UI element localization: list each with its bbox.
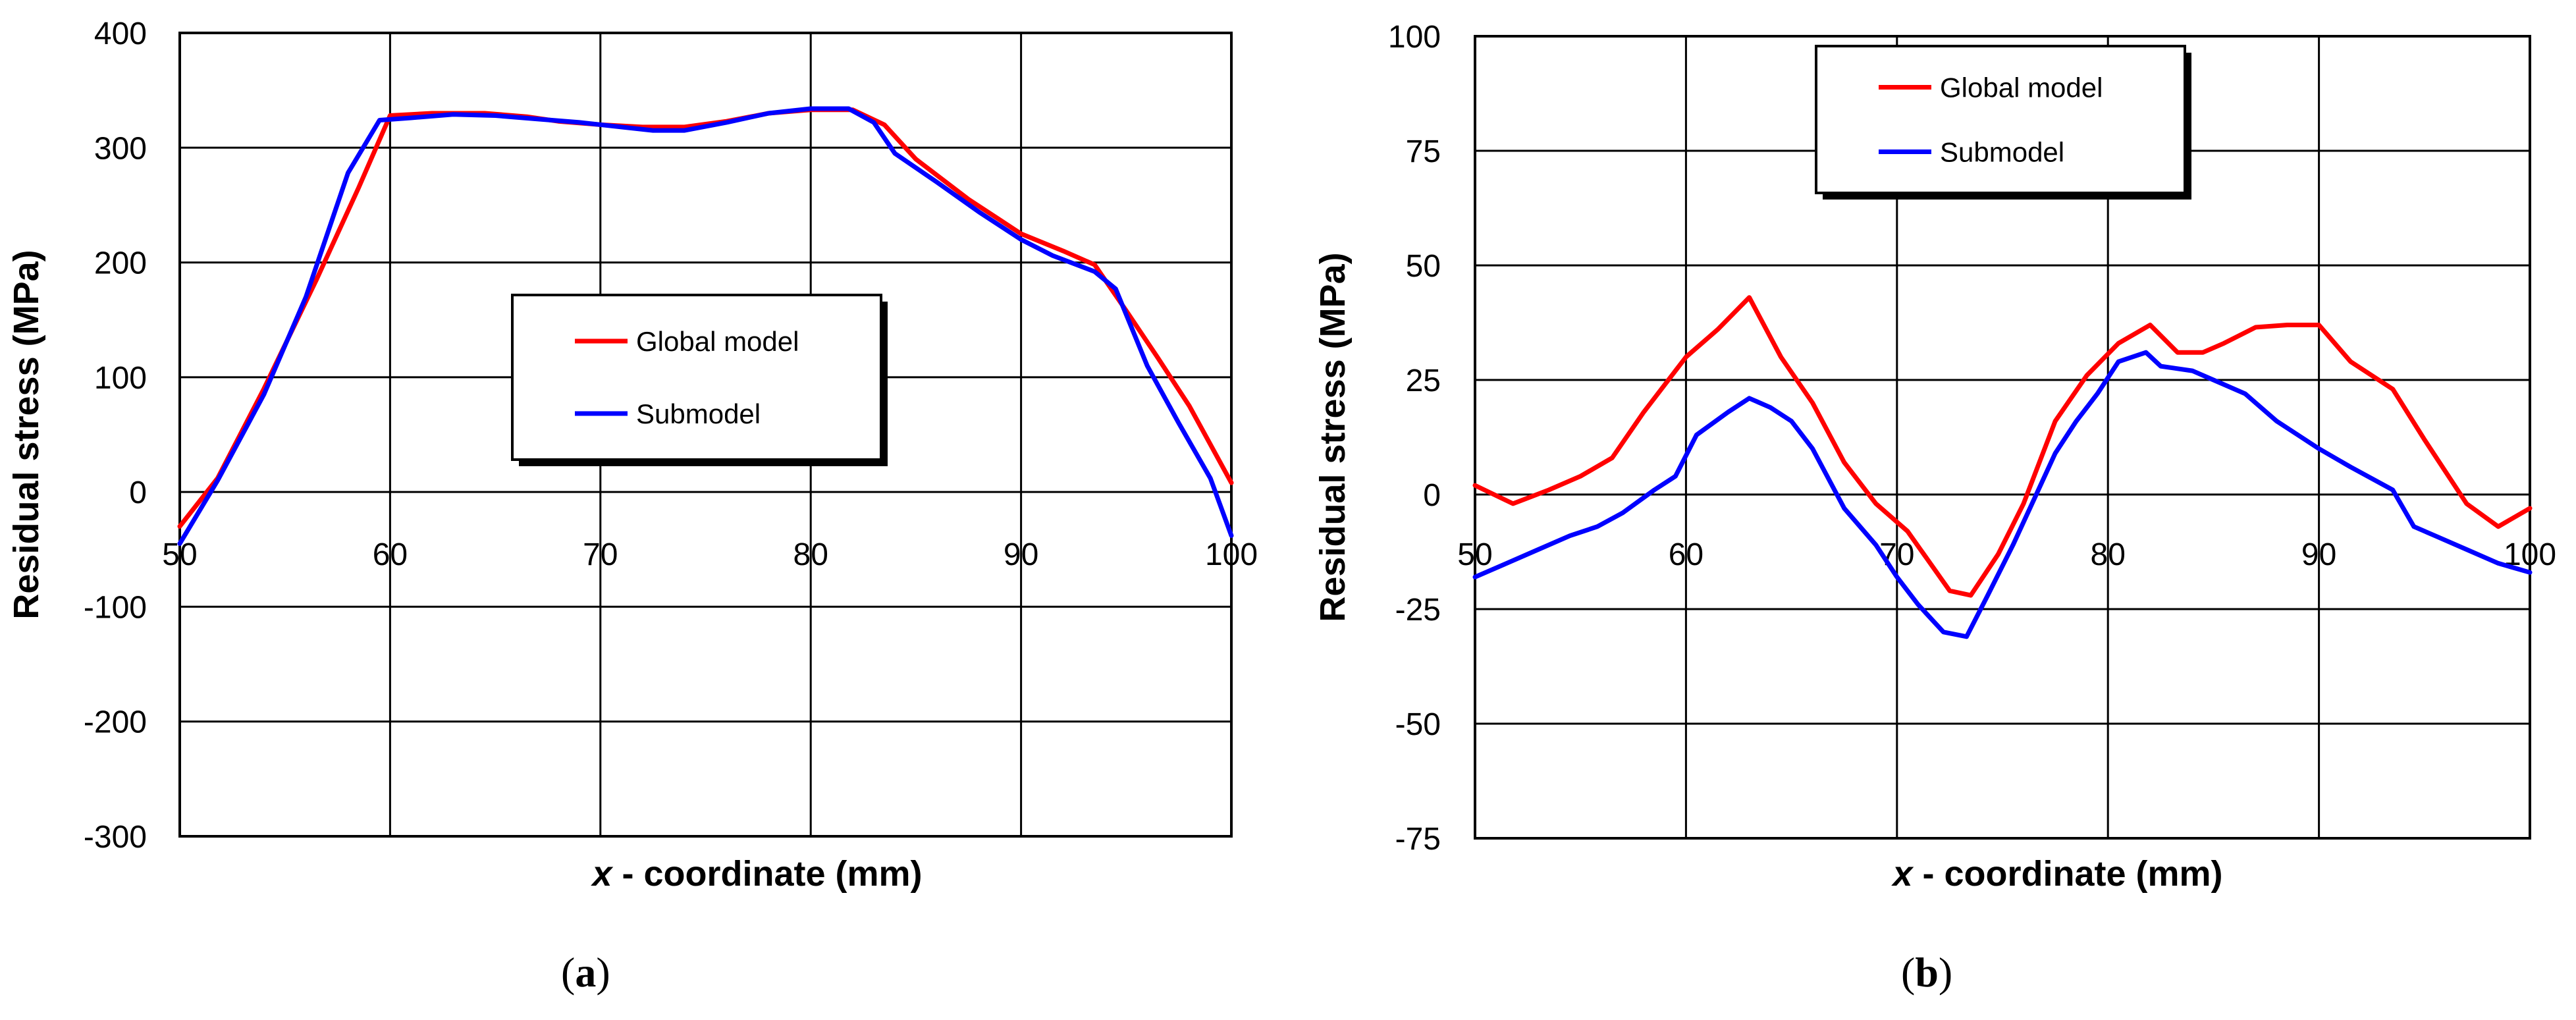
panel-b-caption-letter: b: [1915, 949, 1939, 996]
panel-a-y-tick-label: 0: [129, 475, 147, 510]
panel-a-x-tick-label: 90: [1004, 537, 1038, 572]
panel-b-x-tick-label: 70: [1879, 537, 1914, 572]
panel-b-y-tick-label: -50: [1395, 707, 1441, 742]
panel-b-y-tick-label: 75: [1406, 134, 1441, 169]
panel-a-y-tick-label: 200: [94, 246, 147, 281]
panel-a-x-tick-label: 80: [793, 537, 828, 572]
panel-b-plot-frame: [1474, 35, 2531, 840]
panel-a-y-axis-label: Residual stress (MPa): [7, 250, 46, 619]
panel-a-x-axis-label-var: x: [590, 854, 613, 894]
panel-a-series-submodel-line: [177, 106, 1234, 547]
panel-b-legend-label: Submodel: [1940, 137, 2064, 168]
panel-b-series-global-model-line: [1472, 295, 2533, 598]
panel-a-x-tick-label: 60: [373, 537, 408, 572]
panel-a-legend-box: [511, 294, 882, 461]
panel-b-x-tick-label: 80: [2091, 537, 2126, 572]
panel-a-legend-label: Global model: [636, 326, 799, 357]
panel-b-y-tick-label: 25: [1406, 363, 1441, 398]
panel-b-x-tick-label: 50: [1457, 537, 1492, 572]
panel-b-x-axis-label-text: - coordinate (mm): [1913, 854, 2223, 894]
panel-b-legend-box: [1815, 45, 2186, 194]
panel-b-x-axis-label: x - coordinate (mm): [1891, 854, 2222, 894]
panel-b-y-tick-label: -25: [1395, 593, 1441, 628]
panel-b-y-axis-label: Residual stress (MPa): [1313, 252, 1353, 622]
panel-b-y-tick-label: 100: [1388, 20, 1441, 55]
panel-b-y-tick-label: 50: [1406, 249, 1441, 284]
panel-b-y-tick-label: 0: [1423, 478, 1441, 513]
panel-b-series-submodel-line: [1472, 350, 2533, 639]
panel-b-x-tick-label: 90: [2301, 537, 2336, 572]
panel-b-caption: (b): [1901, 949, 1953, 996]
panel-a-y-tick-label: 100: [94, 361, 147, 396]
panel-a-x-tick-label: 70: [583, 537, 618, 572]
panel-a-legend-label: Submodel: [636, 398, 761, 429]
panel-a-x-axis-label: x - coordinate (mm): [590, 854, 922, 894]
panel-b-legend-label: Global model: [1940, 72, 2103, 103]
panel-a-y-tick-label: -200: [84, 705, 147, 740]
panel-b-x-tick-label: 60: [1669, 537, 1704, 572]
panel-a-caption-letter: a: [575, 949, 597, 996]
panel-a-x-axis-label-text: - coordinate (mm): [612, 854, 923, 894]
panel-b-x-axis-label-var: x: [1891, 854, 1914, 894]
panel-a-y-tick-label: -300: [84, 820, 147, 855]
panel-a-caption: (a): [561, 949, 610, 996]
panel-a-y-tick-label: -100: [84, 590, 147, 625]
panel-b-y-tick-label: -75: [1395, 822, 1441, 857]
panel-a-y-tick-label: 400: [94, 16, 147, 51]
panel-a-y-tick-label: 300: [94, 131, 147, 166]
panel-a-plot-frame: [178, 32, 1233, 838]
panel-a-x-tick-label: 100: [1205, 537, 1258, 572]
